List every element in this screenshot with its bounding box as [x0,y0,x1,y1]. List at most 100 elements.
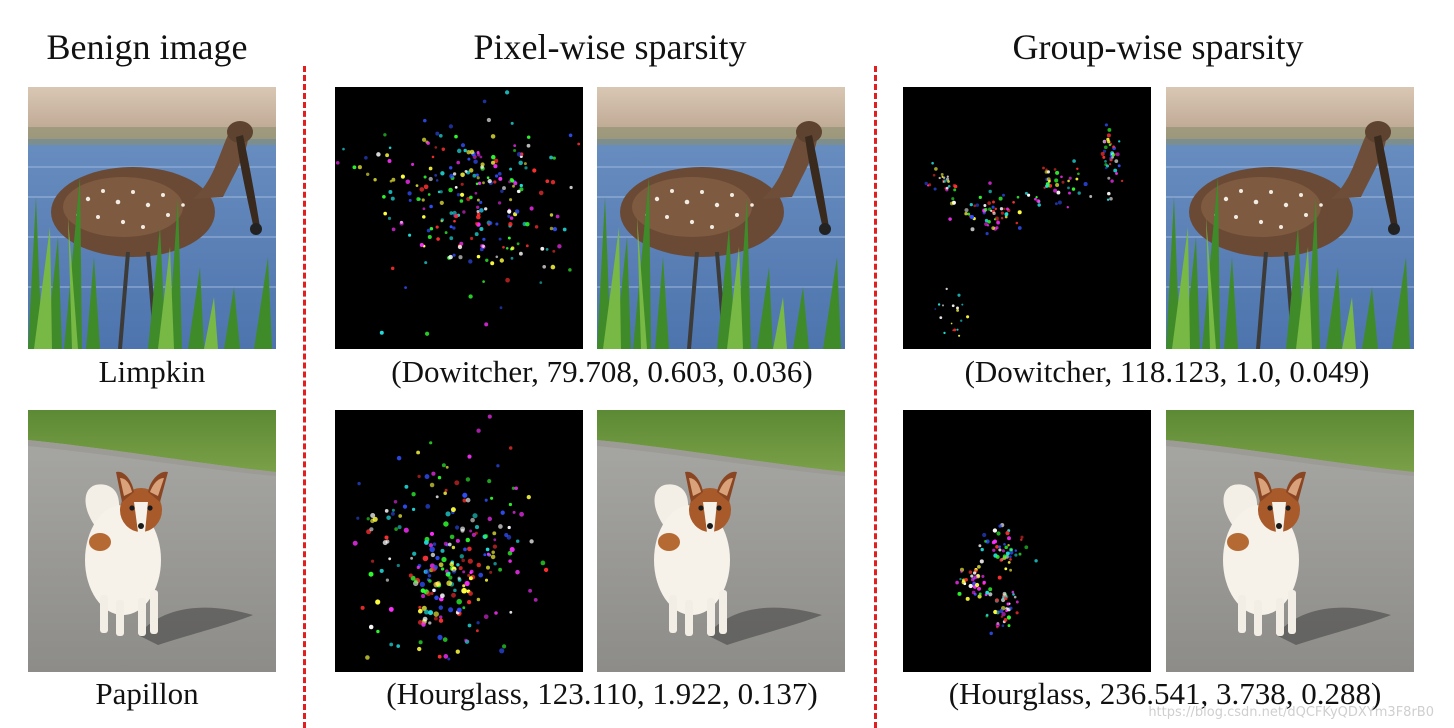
perturbation-dot [462,570,466,574]
perturbation-dot [479,208,484,213]
perturbation-dot [448,575,453,580]
perturbation-dot [474,525,480,530]
perturbation-dot [996,610,1000,614]
perturbation-dot [1109,157,1112,160]
perturbation-dot [490,134,496,139]
perturbation-dot [552,226,558,232]
perturbation-dot [549,226,554,231]
perturbation-dot [1109,197,1113,201]
group-perturbation-map [903,87,1151,349]
perturbation-dot [519,187,524,192]
perturbation-dot [368,571,374,577]
perturbation-dot [482,280,485,283]
perturbation-dot [462,498,467,503]
perturbation-dot [937,303,941,306]
perturbation-dot [396,563,400,568]
perturbation-dot [998,196,1003,201]
perturbation-dot [476,214,481,220]
perturbation-dot [438,618,444,623]
perturbation-dot [438,605,444,610]
perturbation-dot [991,205,995,209]
perturbation-dot [1054,178,1059,183]
perturbation-dot [508,559,512,563]
perturbation-dot [1055,170,1060,175]
perturbation-dot [434,174,438,177]
perturbation-dot [953,188,957,192]
perturbation-dot [393,500,398,504]
perturbation-dot [959,577,962,581]
perturbation-dot [514,486,518,490]
perturbation-dot [934,308,937,310]
perturbation-dot [540,560,546,566]
perturbation-dot [509,178,514,182]
benign-image-papillon [28,410,276,672]
perturbation-dot [468,259,473,264]
perturbation-dot [1066,206,1069,209]
perturbation-dot [504,90,510,95]
perturbation-dot [467,623,472,628]
perturbation-dot [515,539,520,543]
perturbation-dot [1007,536,1011,541]
perturbation-dot [467,558,473,564]
perturbation-dot [1068,176,1072,180]
perturbation-dot [423,118,427,123]
perturbation-dot [427,193,431,196]
perturbation-dot [442,637,448,642]
perturbation-dot [499,258,504,263]
perturbation-dot [459,554,464,559]
perturbation-dot [451,545,456,550]
perturbation-dot [498,567,502,572]
perturbation-dot [931,161,934,165]
perturbation-dot [1115,172,1118,175]
perturbation-dot [424,331,430,336]
perturbation-dot [552,156,556,160]
perturbation-dot [418,640,423,645]
perturbation-dot [426,141,430,145]
perturbation-dot [458,566,463,571]
perturbation-dot [970,577,975,582]
perturbation-dot [384,509,389,513]
perturbation-dot [388,190,393,194]
perturbation-dot [968,583,973,589]
caption-pixel-wise-papillon: (Hourglass, 123.110, 1.922, 0.137) [386,676,818,711]
perturbation-dot [366,172,370,176]
perturbation-dot [447,542,452,547]
perturbation-dot [388,146,392,150]
perturbation-dot [487,516,493,522]
perturbation-dot [507,550,513,556]
perturbation-dot [1102,155,1106,159]
perturbation-dot [983,204,987,207]
perturbation-dot [975,203,980,207]
perturbation-dot [984,540,987,543]
perturbation-dot [468,591,473,596]
perturbation-dot [1061,180,1065,184]
perturbation-dot [507,214,511,218]
perturbation-dot [958,334,961,337]
perturbation-dot [448,607,454,613]
perturbation-dot [1012,200,1015,204]
perturbation-dot [504,532,509,538]
perturbation-dot [472,173,477,178]
perturbation-dot [440,593,445,599]
perturbation-dot [468,168,474,173]
perturbation-dot [429,226,434,231]
limpkin-photo [28,87,276,349]
perturbation-dot [391,227,396,232]
perturbation-dot [428,543,434,548]
perturbation-dot [440,219,443,223]
perturbation-dot [1047,180,1051,183]
perturbation-dot [421,605,427,611]
perturbation-dot [431,155,435,159]
perturbation-dot [460,172,465,178]
perturbation-dot [491,160,495,165]
perturbation-dot [995,554,1000,559]
perturbation-dot [981,574,985,578]
perturbation-dot [445,569,449,573]
perturbation-dot [493,164,498,169]
perturbation-dot [435,495,439,499]
perturbation-dot [452,253,456,257]
perturbation-dot [468,576,473,581]
perturbation-dot [526,494,531,500]
perturbation-dot [424,474,430,480]
perturbation-dot [454,186,458,189]
